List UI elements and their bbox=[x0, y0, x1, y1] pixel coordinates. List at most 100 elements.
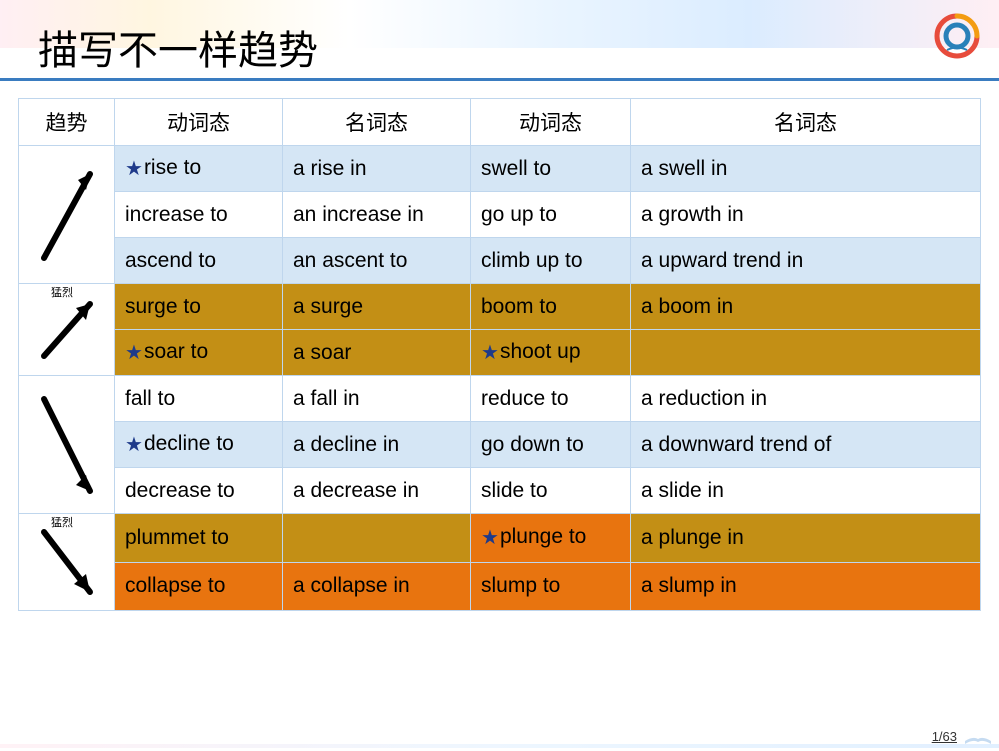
cell-text: climb up to bbox=[481, 249, 583, 272]
cell-text: ascend to bbox=[125, 249, 216, 272]
cell-text: an ascent to bbox=[293, 249, 407, 272]
cell-text: soar to bbox=[144, 340, 208, 363]
data-cell: a decrease in bbox=[283, 468, 471, 514]
cell-text: plummet to bbox=[125, 526, 229, 549]
data-cell: reduce to bbox=[471, 376, 631, 422]
table-row: decrease to a decrease in slide to a slide … bbox=[19, 468, 981, 514]
data-cell: collapse to bbox=[115, 562, 283, 611]
data-cell: a collapse in bbox=[283, 562, 471, 611]
up-gentle-arrow-icon bbox=[32, 160, 102, 270]
data-cell: a soar bbox=[283, 330, 471, 376]
cell-text: a upward trend in bbox=[641, 249, 803, 272]
data-cell: boom to bbox=[471, 284, 631, 330]
star-icon: ★ bbox=[125, 158, 143, 180]
th-noun1: 名词态 bbox=[283, 99, 471, 146]
data-cell: a upward trend in bbox=[631, 238, 981, 284]
cell-text: a plunge in bbox=[641, 526, 744, 549]
data-cell: go down to bbox=[471, 422, 631, 468]
cell-text: a collapse in bbox=[293, 574, 410, 597]
trend-cell: 猛烈 bbox=[19, 514, 115, 611]
data-cell: a decline in bbox=[283, 422, 471, 468]
data-cell: a downward trend of bbox=[631, 422, 981, 468]
cell-text: a decrease in bbox=[293, 479, 419, 502]
page-title: 描写不一样趋势 bbox=[38, 18, 318, 76]
trend-cell bbox=[19, 376, 115, 514]
table-row: fall to a fall in reduce to a reduction in bbox=[19, 376, 981, 422]
data-cell: climb up to bbox=[471, 238, 631, 284]
star-icon: ★ bbox=[481, 342, 499, 364]
cell-text: a surge bbox=[293, 295, 363, 318]
cell-text: collapse to bbox=[125, 574, 225, 597]
down-steep-arrow-icon bbox=[34, 522, 100, 602]
cell-text: shoot up bbox=[500, 340, 581, 363]
data-cell: a growth in bbox=[631, 192, 981, 238]
table-row: ★decline to a decline in go down to a downw… bbox=[19, 422, 981, 468]
data-cell: plummet to bbox=[115, 514, 283, 563]
data-cell: a reduction in bbox=[631, 376, 981, 422]
cell-text: slump to bbox=[481, 574, 560, 597]
star-icon: ★ bbox=[125, 434, 143, 456]
cell-text: a decline in bbox=[293, 433, 399, 456]
cell-text: go up to bbox=[481, 203, 557, 226]
cell-text: a downward trend of bbox=[641, 433, 831, 456]
data-cell: swell to bbox=[471, 146, 631, 192]
cell-text: a boom in bbox=[641, 295, 733, 318]
cell-text: a swell in bbox=[641, 157, 727, 180]
cell-text: slide to bbox=[481, 479, 548, 502]
cell-text: decrease to bbox=[125, 479, 235, 502]
data-cell: a slump in bbox=[631, 562, 981, 611]
cell-text: a soar bbox=[293, 341, 351, 364]
data-cell bbox=[631, 330, 981, 376]
table-row: 猛烈 surge to a surge boom to a boom in bbox=[19, 284, 981, 330]
data-cell: decrease to bbox=[115, 468, 283, 514]
down-gentle-arrow-icon bbox=[32, 385, 102, 505]
cell-text: go down to bbox=[481, 433, 584, 456]
data-cell: a boom in bbox=[631, 284, 981, 330]
star-icon: ★ bbox=[125, 342, 143, 364]
trend-cell bbox=[19, 146, 115, 284]
data-cell: a slide in bbox=[631, 468, 981, 514]
data-cell: slump to bbox=[471, 562, 631, 611]
data-cell: ★decline to bbox=[115, 422, 283, 468]
corner-book-icon bbox=[963, 726, 993, 746]
cell-text: a slump in bbox=[641, 574, 737, 597]
cell-text: swell to bbox=[481, 157, 551, 180]
fierce-label: 猛烈 bbox=[51, 284, 73, 300]
cell-text: surge to bbox=[125, 295, 201, 318]
data-cell: a plunge in bbox=[631, 514, 981, 563]
cell-text: plunge to bbox=[500, 525, 586, 548]
star-icon: ★ bbox=[481, 527, 499, 549]
trend-cell: 猛烈 bbox=[19, 284, 115, 376]
cell-text: a fall in bbox=[293, 387, 360, 410]
th-verb2: 动词态 bbox=[471, 99, 631, 146]
table-row: 猛烈 plummet to ★plunge to a plunge in bbox=[19, 514, 981, 563]
table-row: ★rise toa rise inswell toa swell in bbox=[19, 146, 981, 192]
data-cell: slide to bbox=[471, 468, 631, 514]
page-indicator: 1/63 bbox=[932, 729, 957, 744]
data-cell: go up to bbox=[471, 192, 631, 238]
data-cell: an ascent to bbox=[283, 238, 471, 284]
data-cell: ★rise to bbox=[115, 146, 283, 192]
cell-text: boom to bbox=[481, 295, 557, 318]
table-row: ascend to an ascent to climb up to a upward… bbox=[19, 238, 981, 284]
data-cell: fall to bbox=[115, 376, 283, 422]
table-row: ★soar toa soar★shoot up bbox=[19, 330, 981, 376]
logo-icon bbox=[933, 12, 981, 60]
data-cell: ascend to bbox=[115, 238, 283, 284]
title-underline bbox=[0, 78, 999, 81]
table-header-row: 趋势 动词态 名词态 动词态 名词态 bbox=[19, 99, 981, 146]
up-steep-arrow-icon bbox=[34, 294, 100, 366]
cell-text: a reduction in bbox=[641, 387, 767, 410]
data-cell: a surge bbox=[283, 284, 471, 330]
table-row: collapse to a collapse in slump to a slump … bbox=[19, 562, 981, 611]
data-cell: an increase in bbox=[283, 192, 471, 238]
cell-text: decline to bbox=[144, 432, 234, 455]
data-cell bbox=[283, 514, 471, 563]
data-cell: increase to bbox=[115, 192, 283, 238]
data-cell: a rise in bbox=[283, 146, 471, 192]
cell-text: rise to bbox=[144, 156, 201, 179]
data-cell: ★soar to bbox=[115, 330, 283, 376]
cell-text: an increase in bbox=[293, 203, 424, 226]
fierce-label: 猛烈 bbox=[51, 514, 73, 530]
trend-vocab-table: 趋势 动词态 名词态 动词态 名词态 ★rise toa rise inswel… bbox=[18, 98, 981, 611]
